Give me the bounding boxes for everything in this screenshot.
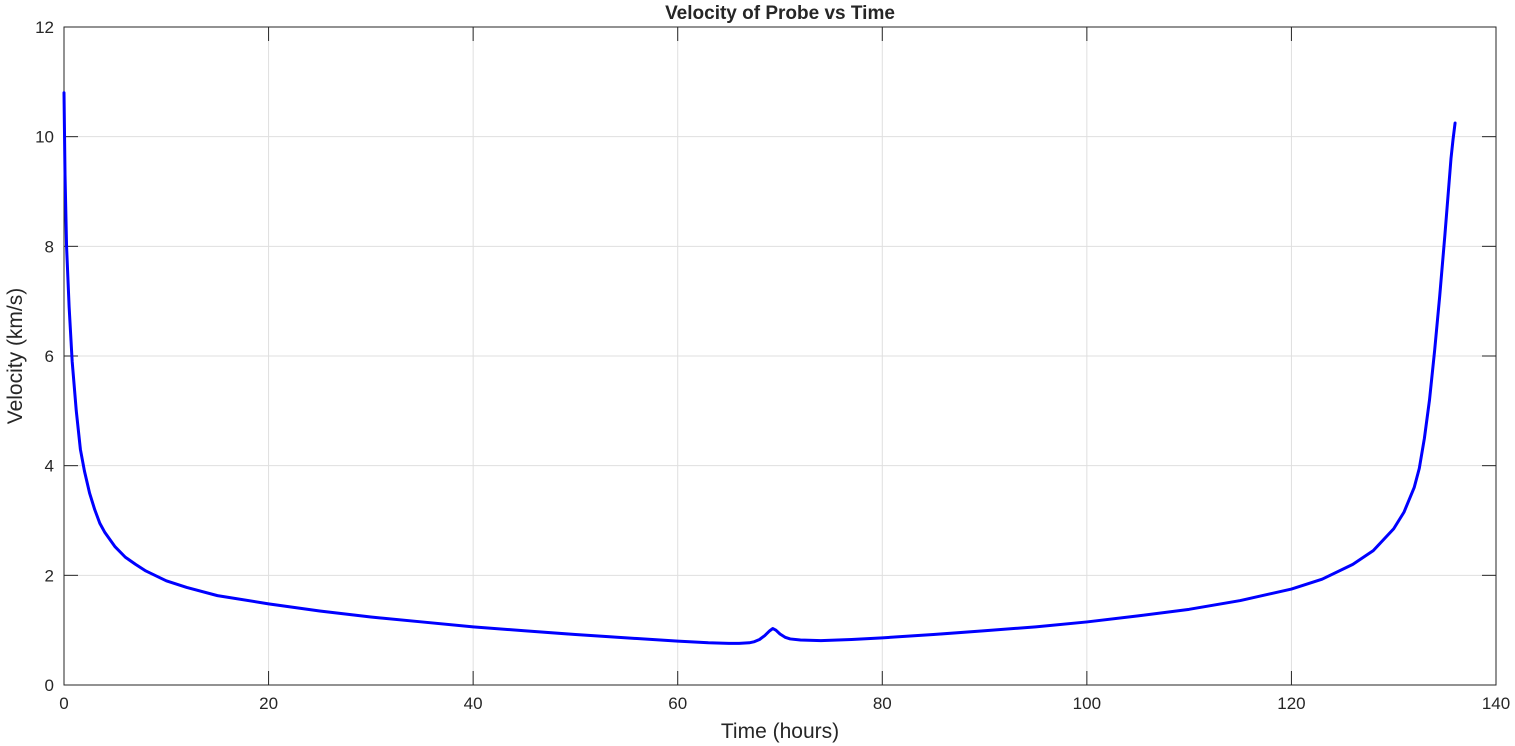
grid-lines [64, 27, 1496, 685]
x-tick-label: 80 [873, 694, 892, 713]
y-tick-label: 8 [45, 237, 54, 256]
chart-title: Velocity of Probe vs Time [665, 3, 895, 24]
x-tick-label: 60 [668, 694, 687, 713]
x-tick-label: 20 [259, 694, 278, 713]
y-tick-label: 6 [45, 347, 54, 366]
x-tick-label: 40 [464, 694, 483, 713]
y-tick-label: 0 [45, 676, 54, 695]
x-axis-label: Time (hours) [721, 720, 839, 743]
x-tick-label: 140 [1482, 694, 1510, 713]
y-tick-label: 10 [35, 128, 54, 147]
y-tick-label: 4 [45, 457, 54, 476]
x-tick-labels: 0 20 40 60 80 100 120 140 [59, 694, 1510, 713]
y-axis-label: Velocity (km/s) [4, 288, 27, 425]
y-tick-label: 12 [35, 18, 54, 37]
velocity-series-line [62, 91, 1457, 645]
y-tick-labels: 0 2 4 6 8 10 12 [35, 18, 54, 695]
x-tick-label: 0 [59, 694, 68, 713]
tick-marks [63, 26, 1497, 686]
y-tick-label: 2 [45, 566, 54, 585]
x-tick-label: 100 [1073, 694, 1101, 713]
x-tick-label: 120 [1277, 694, 1305, 713]
